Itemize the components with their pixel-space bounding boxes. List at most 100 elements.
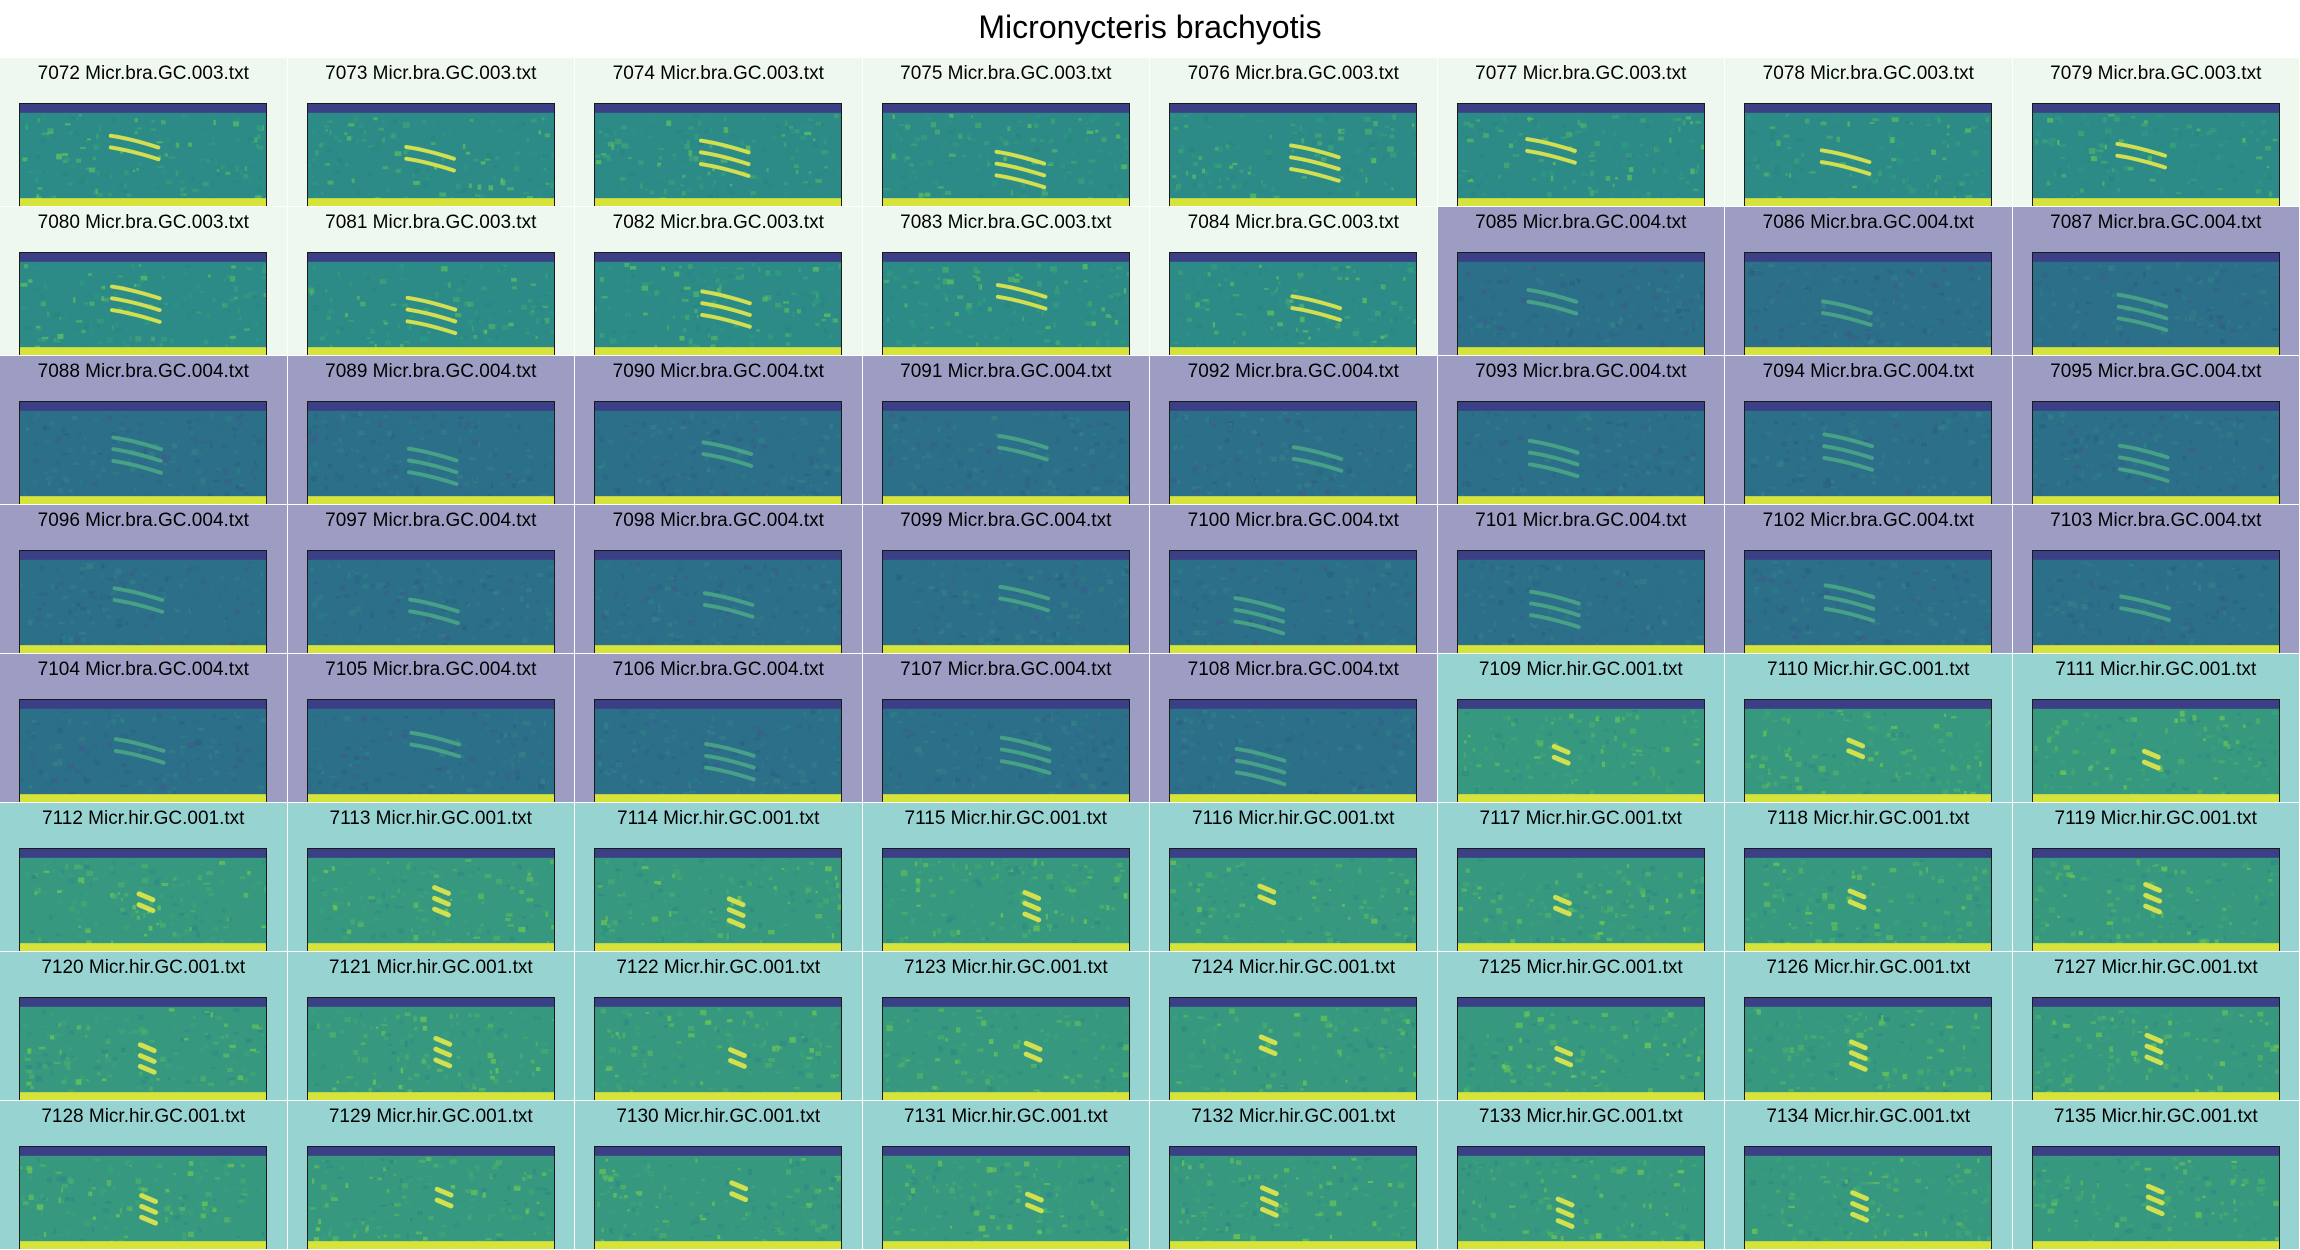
spectrogram-tile: 7107 Micr.bra.GC.004.txt <box>862 654 1150 803</box>
spectrogram-image <box>2031 699 2280 802</box>
tile-label: 7105 Micr.bra.GC.004.txt <box>325 659 537 680</box>
spectrogram-tile: 7086 Micr.bra.GC.004.txt <box>1725 207 2013 356</box>
tile-label: 7106 Micr.bra.GC.004.txt <box>612 659 824 680</box>
tile-label: 7118 Micr.hir.GC.001.txt <box>1767 808 1970 829</box>
spectrogram-tile: 7122 Micr.hir.GC.001.txt <box>575 952 863 1101</box>
spectrogram-image <box>1744 103 1992 206</box>
tile-label: 7079 Micr.bra.GC.003.txt <box>2050 63 2262 84</box>
tile-label: 7101 Micr.bra.GC.004.txt <box>1475 510 1687 531</box>
spectrogram-image <box>2031 848 2280 951</box>
spectrogram-tile: 7077 Micr.bra.GC.003.txt <box>1437 58 1725 207</box>
tile-label: 7092 Micr.bra.GC.004.txt <box>1187 361 1399 382</box>
tile-label: 7130 Micr.hir.GC.001.txt <box>616 1106 821 1127</box>
spectrogram-tile: 7102 Micr.bra.GC.004.txt <box>1725 505 2013 654</box>
spectrogram-image <box>1744 401 1992 504</box>
spectrogram-image <box>19 848 267 951</box>
tile-label: 7111 Micr.hir.GC.001.txt <box>2055 659 2257 680</box>
tile-label: 7132 Micr.hir.GC.001.txt <box>1191 1106 1396 1127</box>
tile-label: 7125 Micr.hir.GC.001.txt <box>1478 957 1683 978</box>
tile-label: 7133 Micr.hir.GC.001.txt <box>1478 1106 1683 1127</box>
spectrogram-tile: 7125 Micr.hir.GC.001.txt <box>1437 952 1725 1101</box>
spectrogram-tile: 7085 Micr.bra.GC.004.txt <box>1437 207 1725 356</box>
tile-label: 7072 Micr.bra.GC.003.txt <box>37 63 249 84</box>
tile-label: 7080 Micr.bra.GC.003.txt <box>37 212 249 233</box>
spectrogram-image <box>1456 103 1705 206</box>
spectrogram-image <box>2031 103 2280 206</box>
spectrogram-tile: 7106 Micr.bra.GC.004.txt <box>575 654 863 803</box>
tile-label: 7084 Micr.bra.GC.003.txt <box>1187 212 1399 233</box>
tile-label: 7127 Micr.hir.GC.001.txt <box>2053 957 2258 978</box>
spectrogram-grid: 7072 Micr.bra.GC.003.txt 7073 Micr.bra.GC… <box>0 58 2300 1250</box>
spectrogram-image <box>881 252 1130 355</box>
spectrogram-tile: 7135 Micr.hir.GC.001.txt <box>2012 1101 2300 1250</box>
spectrogram-image <box>594 1146 842 1249</box>
spectrogram-tile: 7074 Micr.bra.GC.003.txt <box>575 58 863 207</box>
tile-label: 7114 Micr.hir.GC.001.txt <box>617 808 820 829</box>
spectrogram-tile: 7090 Micr.bra.GC.004.txt <box>575 356 863 505</box>
spectrogram-tile: 7078 Micr.bra.GC.003.txt <box>1725 58 2013 207</box>
tile-label: 7115 Micr.hir.GC.001.txt <box>904 808 1107 829</box>
tile-label: 7091 Micr.bra.GC.004.txt <box>900 361 1112 382</box>
spectrogram-image <box>306 252 555 355</box>
spectrogram-tile: 7075 Micr.bra.GC.003.txt <box>862 58 1150 207</box>
spectrogram-tile: 7072 Micr.bra.GC.003.txt <box>0 58 288 207</box>
tile-label: 7110 Micr.hir.GC.001.txt <box>1767 659 1970 680</box>
spectrogram-tile: 7098 Micr.bra.GC.004.txt <box>575 505 863 654</box>
tile-label: 7116 Micr.hir.GC.001.txt <box>1192 808 1395 829</box>
spectrogram-tile: 7127 Micr.hir.GC.001.txt <box>2012 952 2300 1101</box>
spectrogram-tile: 7095 Micr.bra.GC.004.txt <box>2012 356 2300 505</box>
spectrogram-tile: 7114 Micr.hir.GC.001.txt <box>575 803 863 952</box>
spectrogram-tile: 7089 Micr.bra.GC.004.txt <box>287 356 575 505</box>
tile-label: 7103 Micr.bra.GC.004.txt <box>2050 510 2262 531</box>
tile-label: 7135 Micr.hir.GC.001.txt <box>2053 1106 2258 1127</box>
spectrogram-tile: 7124 Micr.hir.GC.001.txt <box>1150 952 1438 1101</box>
spectrogram-image <box>306 848 555 951</box>
spectrogram-tile: 7116 Micr.hir.GC.001.txt <box>1150 803 1438 952</box>
tile-label: 7122 Micr.hir.GC.001.txt <box>616 957 821 978</box>
spectrogram-tile: 7126 Micr.hir.GC.001.txt <box>1725 952 2013 1101</box>
spectrogram-tile: 7080 Micr.bra.GC.003.txt <box>0 207 288 356</box>
spectrogram-image <box>1169 550 1417 653</box>
tile-label: 7076 Micr.bra.GC.003.txt <box>1187 63 1399 84</box>
spectrogram-image <box>594 550 842 653</box>
spectrogram-image <box>19 1146 267 1249</box>
figure-title: Micronycteris brachyotis <box>978 9 1322 45</box>
spectrogram-tile: 7096 Micr.bra.GC.004.txt <box>0 505 288 654</box>
spectrogram-tile: 7111 Micr.hir.GC.001.txt <box>2012 654 2300 803</box>
tile-label: 7126 Micr.hir.GC.001.txt <box>1766 957 1971 978</box>
tile-label: 7082 Micr.bra.GC.003.txt <box>612 212 824 233</box>
tile-label: 7134 Micr.hir.GC.001.txt <box>1766 1106 1971 1127</box>
spectrogram-tile: 7117 Micr.hir.GC.001.txt <box>1437 803 1725 952</box>
tile-label: 7094 Micr.bra.GC.004.txt <box>1762 361 1974 382</box>
spectrogram-tile: 7118 Micr.hir.GC.001.txt <box>1725 803 2013 952</box>
spectrogram-tile: 7084 Micr.bra.GC.003.txt <box>1150 207 1438 356</box>
spectrogram-image <box>1169 997 1417 1100</box>
tile-label: 7074 Micr.bra.GC.003.txt <box>612 63 824 84</box>
spectrogram-image <box>1456 997 1705 1100</box>
spectrogram-image <box>1744 699 1992 802</box>
spectrogram-tile: 7097 Micr.bra.GC.004.txt <box>287 505 575 654</box>
spectrogram-tile: 7112 Micr.hir.GC.001.txt <box>0 803 288 952</box>
tile-label: 7124 Micr.hir.GC.001.txt <box>1191 957 1396 978</box>
tile-label: 7099 Micr.bra.GC.004.txt <box>900 510 1112 531</box>
spectrogram-tile: 7094 Micr.bra.GC.004.txt <box>1725 356 2013 505</box>
spectrogram-image <box>881 103 1130 206</box>
spectrogram-image <box>881 550 1130 653</box>
spectrogram-tile: 7099 Micr.bra.GC.004.txt <box>862 505 1150 654</box>
spectrogram-image <box>2031 252 2280 355</box>
spectrogram-image <box>1169 699 1417 802</box>
spectrogram-tile: 7082 Micr.bra.GC.003.txt <box>575 207 863 356</box>
spectrogram-tile: 7120 Micr.hir.GC.001.txt <box>0 952 288 1101</box>
tile-label: 7083 Micr.bra.GC.003.txt <box>900 212 1112 233</box>
spectrogram-image <box>306 401 555 504</box>
tile-label: 7112 Micr.hir.GC.001.txt <box>42 808 245 829</box>
spectrogram-tile: 7108 Micr.bra.GC.004.txt <box>1150 654 1438 803</box>
spectrogram-image <box>2031 997 2280 1100</box>
spectrogram-image <box>306 550 555 653</box>
spectrogram-image <box>594 699 842 802</box>
tile-label: 7108 Micr.bra.GC.004.txt <box>1187 659 1399 680</box>
spectrogram-tile: 7088 Micr.bra.GC.004.txt <box>0 356 288 505</box>
spectrogram-image <box>881 848 1130 951</box>
tile-label: 7104 Micr.bra.GC.004.txt <box>37 659 249 680</box>
spectrogram-image <box>1456 848 1705 951</box>
